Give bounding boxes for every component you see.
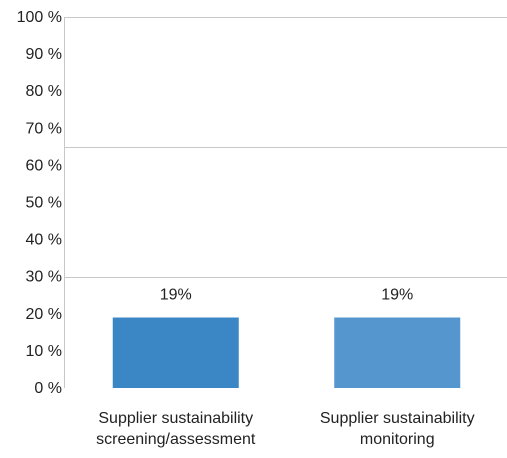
data-label-2: 19% [381, 287, 413, 304]
x-category-label-line: Supplier sustainability [320, 410, 475, 427]
y-tick-label: 10 % [26, 343, 62, 360]
y-tick-label: 90 % [26, 46, 62, 63]
y-tick-label: 50 % [26, 195, 62, 212]
y-tick-label: 40 % [26, 232, 62, 249]
x-category-label-line: Supplier sustainability [98, 410, 253, 427]
x-category-label-line: monitoring [360, 431, 435, 448]
x-category-label-line: screening/assessment [96, 431, 256, 448]
gridlines [64, 17, 507, 278]
y-tick-label: 80 % [26, 83, 62, 100]
y-tick-label: 0 % [34, 380, 62, 397]
y-tick-label: 60 % [26, 157, 62, 174]
bar-1 [112, 317, 239, 388]
y-axis: 0 % 10 % 20 % 30 % 40 % 50 % 60 % 70 % 80 % 90 % 1… [17, 9, 65, 397]
x-category-label-2: Supplier sustainability monitoring [320, 410, 475, 448]
x-axis-labels: Supplier sustainability screening/assessm… [96, 410, 474, 448]
bar-2 [334, 317, 461, 388]
y-tick-label: 100 % [17, 9, 62, 26]
bars [112, 317, 461, 388]
data-labels: 19% 19% [160, 287, 414, 304]
x-category-label-1: Supplier sustainability screening/assessm… [96, 410, 256, 448]
y-tick-label: 70 % [26, 120, 62, 137]
data-label-1: 19% [160, 287, 192, 304]
y-tick-label: 20 % [26, 306, 62, 323]
y-tick-label: 30 % [26, 269, 62, 286]
